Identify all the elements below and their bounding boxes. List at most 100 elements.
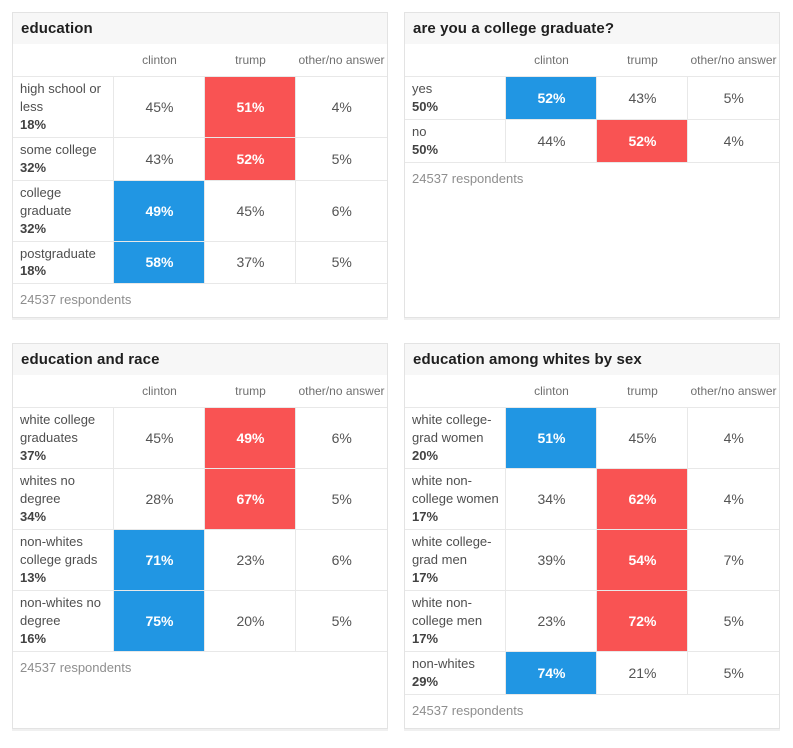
poll-table: clinton trump other/no answer white coll… [13,375,387,685]
value-cell-other: 4% [687,407,779,470]
panel-title: education [13,13,387,44]
value-cell-trump: 51% [204,76,297,138]
poll-table: clinton trump other/no answer high schoo… [13,44,387,318]
value-cell-clinton: 28% [113,468,206,530]
row-share: 17% [412,569,439,585]
row-label: whites no degree [20,473,75,507]
panel-education-whites-by-sex: education among whites by sex clinton tr… [404,343,780,729]
row-label-cell: yes 50% [405,76,507,120]
row-label: white college graduates [20,412,96,446]
row-label-cell: white non-college women 17% [405,468,507,530]
value-cell-trump: 21% [596,650,689,695]
respondents-note: 24537 respondents [405,161,779,196]
value-cell-clinton: 23% [505,589,598,652]
table-row: white college-grad women 20% 51% 45% 4% [405,407,779,470]
row-label: no [412,123,427,139]
row-label: non-whites [412,655,475,671]
row-label: white non-college women [412,473,499,507]
row-label-cell: some college 32% [13,136,115,181]
value-cell-other: 5% [687,650,779,695]
table-row: white college graduates 37% 45% 49% 6% [13,407,387,470]
row-label-cell: white college-grad men 17% [405,529,507,591]
column-header-other: other/no answer [690,53,777,67]
value-cell-clinton: 45% [113,76,206,138]
value-cell-clinton: 44% [505,118,598,163]
value-cell-other: 4% [295,76,387,138]
row-label-cell: whites no degree 34% [13,468,115,530]
table-row: high school or less 18% 45% 51% 4% [13,76,387,138]
row-share: 17% [412,509,439,525]
value-cell-clinton: 51% [505,407,598,470]
panel-title: are you a college graduate? [405,13,779,44]
value-cell-clinton: 71% [113,529,206,591]
row-label: high school or less [20,81,101,114]
value-cell-trump: 45% [204,179,297,242]
table-row: non-whites no degree 16% 75% 20% 5% [13,589,387,652]
row-share: 32% [20,220,47,236]
value-cell-other: 5% [687,76,779,120]
value-cell-other: 6% [295,179,387,242]
value-cell-other: 6% [295,529,387,591]
value-cell-trump: 20% [204,589,297,652]
table-row: postgraduate 18% 58% 37% 5% [13,240,387,285]
value-cell-clinton: 74% [505,650,598,695]
value-cell-other: 5% [295,468,387,530]
value-cell-trump: 37% [204,240,297,285]
row-share: 13% [20,569,47,585]
row-label: some college [20,141,97,157]
column-header-trump: trump [627,53,658,67]
respondents-row: 24537 respondents [13,283,387,318]
row-share: 29% [412,673,439,689]
row-label-cell: non-whites no degree 16% [13,589,115,652]
table-row: white college-grad men 17% 39% 54% 7% [405,529,779,591]
row-label-cell: high school or less 18% [13,76,115,138]
row-label-cell: college graduate 32% [13,179,115,242]
row-label-cell: postgraduate 18% [13,240,115,285]
respondents-row: 24537 respondents [405,161,779,196]
row-share: 17% [412,630,439,646]
column-header-clinton: clinton [142,384,177,399]
row-label: non-whites college grads [20,534,98,567]
column-header-row: clinton trump other/no answer [13,44,387,77]
row-label-cell: non-whites college grads 13% [13,529,115,591]
value-cell-trump: 43% [596,76,689,120]
value-cell-trump: 49% [204,407,297,470]
respondents-note: 24537 respondents [13,283,387,318]
value-cell-other: 7% [687,529,779,591]
row-share: 16% [20,630,47,646]
corner-cell [405,44,506,77]
row-share: 37% [20,448,47,464]
poll-table: clinton trump other/no answer yes 50% 52… [405,44,779,196]
respondents-note: 24537 respondents [13,650,387,685]
value-cell-clinton: 58% [113,240,206,285]
value-cell-other: 5% [295,136,387,181]
row-share: 50% [412,141,439,157]
column-header-row: clinton trump other/no answer [405,44,779,77]
value-cell-trump: 67% [204,468,297,530]
column-header-trump: trump [627,384,658,399]
value-cell-other: 5% [295,240,387,285]
value-cell-other: 4% [687,468,779,530]
row-share: 18% [20,263,47,279]
row-share: 34% [20,509,47,525]
value-cell-trump: 54% [596,529,689,591]
value-cell-clinton: 49% [113,179,206,242]
column-header-clinton: clinton [142,53,177,67]
value-cell-trump: 52% [596,118,689,163]
value-cell-clinton: 34% [505,468,598,530]
table-row: yes 50% 52% 43% 5% [405,76,779,120]
value-cell-clinton: 45% [113,407,206,470]
table-row: white non-college men 17% 23% 72% 5% [405,589,779,652]
column-header-other: other/no answer [298,384,385,399]
value-cell-trump: 45% [596,407,689,470]
respondents-row: 24537 respondents [13,650,387,685]
column-header-other: other/no answer [298,53,385,67]
column-header-trump: trump [235,53,266,67]
column-header-other: other/no answer [690,384,777,399]
panel-education: education clinton trump other/no answer … [12,12,388,319]
row-share: 20% [412,448,439,464]
corner-cell [13,44,114,77]
value-cell-clinton: 43% [113,136,206,181]
value-cell-trump: 23% [204,529,297,591]
